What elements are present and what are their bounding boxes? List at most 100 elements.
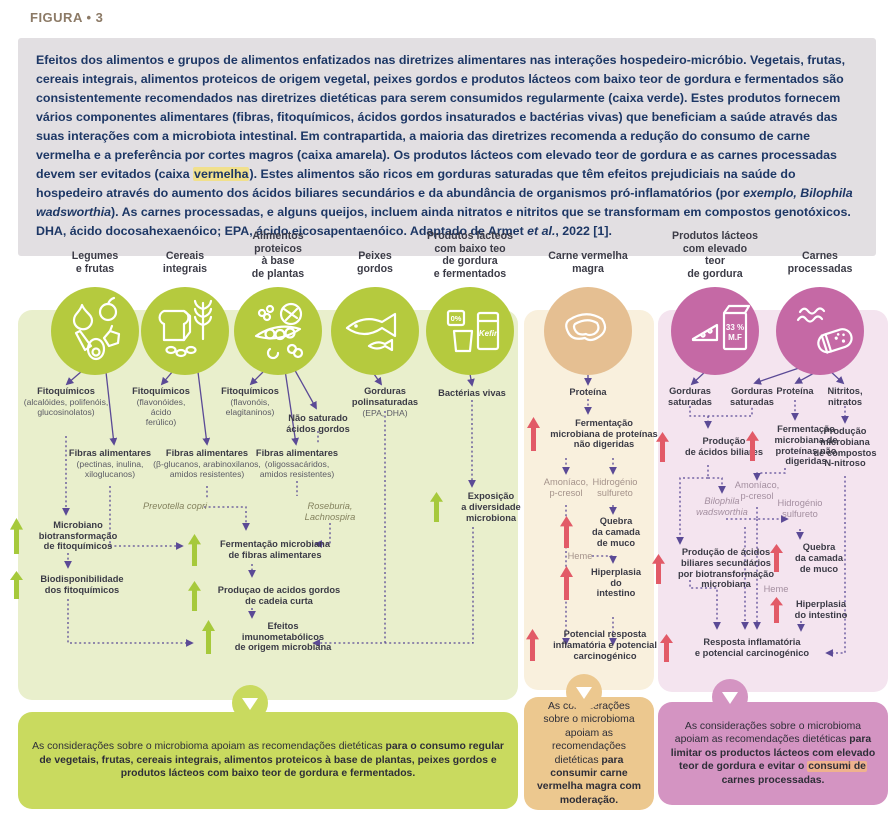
- node-p-nit: Nitritos, nitratos: [819, 386, 871, 408]
- down-triangle-marker-pink: [712, 679, 748, 715]
- red-up-arrow-icon: [560, 566, 573, 600]
- figure-caption: Efeitos dos alimentos e grupos de alimen…: [18, 38, 876, 256]
- svg-text:0%: 0%: [451, 314, 462, 323]
- red-up-arrow-icon: [770, 544, 783, 573]
- triangle-down-icon: [576, 687, 592, 699]
- node-title: Produção de ácidos biliares secundários …: [677, 547, 775, 590]
- node-title: Heme: [763, 584, 789, 594]
- node-g-rose: Roseburia, Lachnospira: [290, 501, 370, 523]
- node-title: Microbiano biotransformação de fitoquími…: [38, 519, 118, 552]
- node-title: Produção de ácidos biliares: [684, 436, 764, 457]
- caption-text-segment: ). As carnes processadas, e alguns queij…: [36, 205, 851, 238]
- node-t-ferm: Fermentação microbiana de proteínas não …: [527, 417, 663, 451]
- node-g-fito2: Fitoquímicos (flavonóides, ácido ferúlico…: [115, 386, 207, 428]
- column-header-lacteos_alto: Produtos lácteos com elevado teor de gor…: [672, 230, 758, 280]
- node-p-heme: Heme: [756, 584, 796, 595]
- plant-protein-icon: [254, 302, 304, 360]
- node-title: Gorduras polinsaturadas (EPA, DHA): [337, 386, 433, 419]
- node-t-prot: Proteína: [553, 387, 623, 398]
- node-g-gord: Gorduras polinsaturadas (EPA, DHA): [337, 386, 433, 419]
- node-title: Amoníaco, p-cresol: [734, 480, 780, 501]
- node-title: Fitoquímicos (alcalóides, polifenóis, glu…: [14, 386, 118, 418]
- column-header-proteicos: Alimentos proteicos à base de plantas: [251, 230, 305, 280]
- node-title: Produção microbiana de compostos N-nitro…: [813, 426, 877, 469]
- node-p-gsa: Gorduras saturadas: [659, 386, 721, 408]
- svg-text:Kefir: Kefir: [479, 329, 498, 338]
- node-title: Bilophila wadsworthia: [696, 496, 748, 517]
- node-p-bilo: Bilophila wadsworthia: [691, 496, 753, 518]
- node-title: Efeitos imunometabólicos de origem micro…: [234, 620, 332, 653]
- summary-text-segment: para limitar os productos lácteos com el…: [670, 734, 876, 773]
- node-g-ferm: Fermentação microbiana de fibras aliment…: [188, 534, 344, 566]
- node-g-fito3: Fitoquímicos (flavonóis, elagitaninos): [204, 386, 296, 418]
- node-title: Fermentação microbiana de proteínas não …: [550, 417, 658, 450]
- node-title: Bactérias vivas: [438, 388, 506, 398]
- node-subtext: (flavonóides, ácido ferúlico): [136, 396, 186, 427]
- node-title: Biodisponibilidade dos fitoquímicos: [40, 574, 124, 595]
- node-t-hip: Hiperplasia do intestino: [560, 566, 654, 600]
- red-up-arrow-icon: [527, 417, 540, 451]
- red-up-arrow-icon: [746, 430, 759, 461]
- node-title: Fermentação microbiana de fibras aliment…: [219, 539, 331, 560]
- red-up-arrow-icon: [656, 432, 669, 462]
- caption-text-segment: , 2022 [1].: [555, 224, 612, 238]
- red-up-arrow-icon: [526, 629, 539, 662]
- food-circle-cereais: [141, 287, 229, 375]
- node-g-micro: Microbiano biotransformação de fitoquími…: [10, 518, 128, 554]
- node-p-nitr: Produção microbiana de compostos N-nitro…: [813, 426, 877, 469]
- node-subtext: (alcalóides, polifenóis, glucosinolatos): [23, 396, 109, 417]
- node-g-prev: Prevotella copri: [129, 501, 221, 512]
- node-subtext: (pectinas, inulina, xiloglucanos): [76, 458, 144, 479]
- fruits-vegetables-icon: [72, 296, 121, 361]
- food-circle-lacteos_baixo: Kefir 0%: [426, 287, 514, 375]
- red-up-arrow-icon: [660, 634, 673, 662]
- svg-text:33 %: 33 %: [726, 323, 744, 332]
- node-t-heme: Heme: [560, 551, 600, 562]
- node-title: Hiperplasia do intestino: [590, 566, 642, 599]
- node-g-prod: Produçao de acidos gordos de cadeia curt…: [188, 581, 352, 611]
- column-header-peixes: Peixes gordos: [357, 250, 393, 275]
- node-title: Não saturado ácidos gordos: [286, 413, 350, 434]
- summary-box-tan: As considerações sobre o microbioma apoi…: [524, 697, 654, 810]
- column-header-carne_magra: Carne vermelha magra: [548, 250, 628, 275]
- node-p-hid: Hidrogénio sulfureto: [772, 498, 828, 520]
- node-p-sec: Produção de ácidos biliares secundários …: [652, 547, 782, 590]
- red-up-arrow-icon: [652, 553, 665, 584]
- node-title: Potencial resposta inflamatória e potenc…: [553, 629, 657, 661]
- node-p-amon: Amoníaco, p-cresol: [729, 480, 785, 502]
- node-g-biod: Biodisponibilidade dos fitoquímicos: [10, 571, 136, 599]
- node-title: Hidrogénio sulfureto: [777, 498, 823, 519]
- node-t-hidro: Hidrogénio sulfureto: [585, 477, 645, 499]
- node-title: Hiperplasia do intestino: [794, 599, 848, 620]
- node-p-ferm: Fermentação microbiana de proteínas não …: [746, 424, 848, 467]
- node-title: Gorduras saturadas: [730, 386, 774, 407]
- food-circle-lacteos_alto: 33 % M.F: [671, 287, 759, 375]
- node-p-hip: Hiperplasia do intestino: [770, 597, 854, 623]
- node-title: Fibras alimentares (β-glucanos, arabinoxi…: [141, 448, 273, 480]
- red-up-arrow-icon: [560, 516, 573, 549]
- node-title: Fitoquímicos (flavonóis, elagitaninos): [204, 386, 296, 418]
- node-title: Fibras alimentares (pectinas, inulina, xi…: [57, 448, 163, 480]
- summary-text-segment: As considerações sobre o microbioma apoi…: [674, 720, 862, 746]
- node-subtext: (β-glucanos, arabinoxilanos, amidos resi…: [153, 458, 261, 479]
- node-title: Fitoquímicos (flavonóides, ácido ferúlico…: [115, 386, 207, 428]
- summary-box-pink: As considerações sobre o microbioma apoi…: [658, 702, 888, 805]
- node-title: Fermentação microbiana de proteínas não …: [774, 424, 838, 467]
- column-header-legumes: Legumes e frutas: [71, 250, 119, 275]
- node-g-expo: Exposição a diversidade microbiona: [430, 491, 534, 523]
- node-title: Proteína: [776, 386, 814, 396]
- caption-text-segment: exemplo, Bilophila wadsworthia: [36, 186, 853, 219]
- node-title: Fibras alimentares (oligossacáridos, amid…: [246, 448, 348, 480]
- fish-icon: [345, 312, 397, 352]
- column-header-lacteos_baixo: Produtos lácteos com baixo teo de gordur…: [427, 230, 513, 280]
- node-t-pot: Potencial resposta inflamatória e potenc…: [526, 629, 666, 662]
- processed-meat-icon: [796, 307, 853, 354]
- node-title: Proteína: [569, 387, 607, 397]
- caption-text-segment: et al.: [527, 224, 556, 238]
- caption-highlight: vermelha: [193, 167, 250, 181]
- node-subtext: (flavonóis, elagitaninos): [225, 396, 275, 417]
- lean-meat-icon: [565, 313, 607, 342]
- node-p-bili: Produção de ácidos biliares: [656, 432, 774, 462]
- down-triangle-marker-green: [232, 685, 268, 721]
